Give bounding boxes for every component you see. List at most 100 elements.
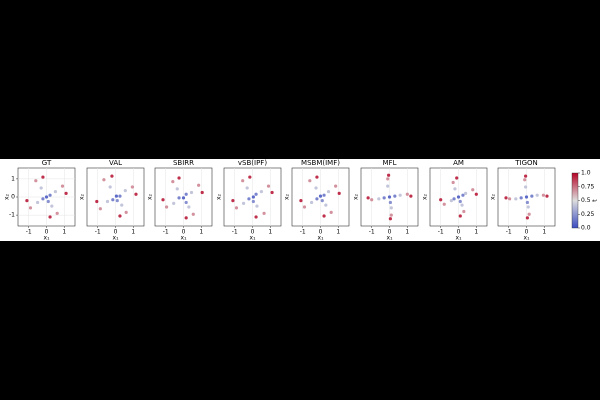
point: [105, 199, 110, 204]
x-tick-label: -1: [300, 229, 306, 236]
point: [251, 199, 255, 204]
colorbar-tick-label: 0.25: [581, 211, 595, 218]
point: [44, 195, 49, 199]
point: [334, 184, 338, 188]
point: [115, 199, 119, 203]
point: [526, 205, 530, 209]
point: [308, 179, 312, 183]
point: [302, 205, 307, 209]
x-tick-label: 1: [131, 229, 135, 236]
panel-title: vSB(IPF): [238, 159, 267, 167]
point: [118, 194, 122, 198]
point: [254, 192, 258, 196]
y-axis-label: x₂: [353, 193, 360, 200]
point: [387, 195, 392, 199]
point: [241, 179, 245, 183]
point: [35, 200, 40, 205]
point: [111, 198, 115, 202]
x-tick-label: 0: [251, 229, 255, 236]
x-tick-label: -1: [232, 229, 238, 236]
y-tick-label: 0: [11, 194, 15, 201]
point: [507, 197, 512, 201]
point: [337, 191, 341, 195]
point: [255, 204, 259, 208]
point: [504, 196, 508, 200]
point: [530, 194, 534, 198]
point: [110, 174, 114, 178]
point: [535, 193, 539, 197]
point: [523, 178, 527, 182]
point: [102, 178, 106, 182]
x-tick-label: -1: [95, 229, 101, 236]
point: [449, 199, 453, 203]
point: [322, 214, 326, 218]
point: [442, 202, 446, 206]
y-tick-label: 1: [11, 175, 15, 182]
x-axis-label: x₁: [318, 235, 325, 242]
point: [181, 196, 186, 200]
x-tick-label: 0: [45, 229, 49, 236]
point: [48, 193, 52, 197]
x-tick-label: 0: [319, 229, 323, 236]
point: [386, 184, 390, 188]
colorbar-tick-label: 1.0: [581, 170, 591, 177]
point: [123, 189, 127, 193]
point: [370, 198, 374, 202]
point: [461, 193, 465, 197]
point: [464, 191, 468, 195]
x-tick-label: 1: [268, 229, 272, 236]
point: [98, 207, 102, 211]
point: [64, 191, 68, 195]
panel-title: MFL: [383, 159, 397, 167]
x-axis-label: x₁: [44, 235, 51, 242]
y-tick-label: -1: [9, 212, 15, 219]
x-tick-label: -1: [26, 229, 32, 236]
point: [53, 189, 58, 194]
x-tick-label: -1: [163, 229, 169, 236]
point: [120, 203, 124, 207]
point: [453, 187, 457, 191]
point: [25, 199, 29, 203]
x-tick-label: 0: [457, 229, 461, 236]
point: [320, 199, 324, 203]
colorbar-tick-label: 0.0: [581, 225, 591, 232]
x-tick-label: 1: [199, 229, 203, 236]
point: [315, 197, 319, 201]
panel-title: SBIRR: [173, 159, 194, 167]
point: [259, 189, 264, 194]
point: [314, 186, 318, 190]
point: [393, 194, 397, 198]
point: [452, 197, 456, 201]
point: [134, 192, 138, 196]
point: [164, 205, 169, 209]
point: [177, 176, 181, 180]
point: [39, 186, 43, 190]
x-axis-label: x₁: [524, 235, 531, 242]
x-axis-label: x₁: [387, 235, 394, 242]
point: [458, 199, 462, 204]
y-axis-label: x₂: [490, 193, 497, 200]
x-axis-label: x₁: [113, 235, 120, 242]
colorbar: [571, 172, 579, 229]
point: [398, 193, 402, 197]
x-tick-label: -1: [438, 229, 444, 236]
point: [48, 215, 52, 219]
point: [326, 189, 331, 194]
y-axis-label: x₂: [216, 193, 223, 200]
point: [34, 179, 38, 183]
point: [471, 188, 475, 192]
point: [41, 197, 45, 201]
x-tick-label: 1: [405, 229, 409, 236]
point: [95, 199, 99, 204]
point: [245, 186, 249, 190]
x-axis-label: x₁: [250, 235, 257, 242]
point: [108, 185, 112, 189]
point: [387, 173, 391, 177]
point: [389, 213, 393, 217]
x-tick-label: 1: [336, 229, 340, 236]
point: [527, 212, 531, 216]
point: [525, 200, 529, 205]
point: [50, 204, 54, 208]
point: [322, 193, 326, 197]
